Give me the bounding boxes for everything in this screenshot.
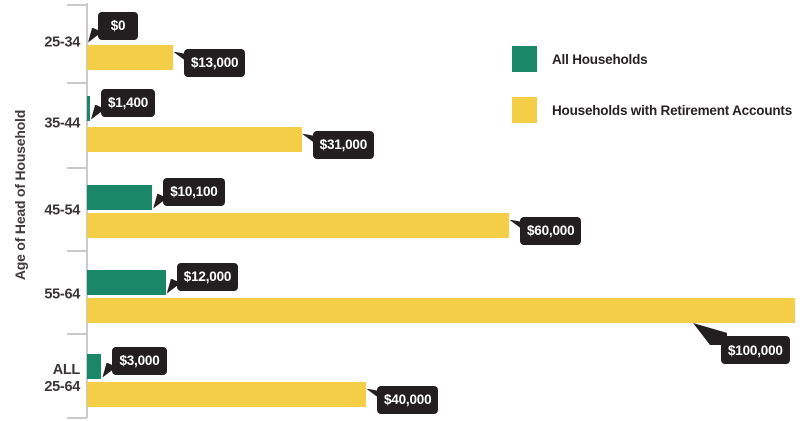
axis-tick bbox=[67, 333, 87, 335]
callout-pointer-icon bbox=[509, 219, 522, 230]
value-label: $3,000 bbox=[119, 353, 160, 368]
value-callout-retirement-25-34: $13,000 bbox=[172, 48, 246, 77]
value-label: $60,000 bbox=[527, 223, 575, 238]
axis-tick bbox=[67, 82, 87, 84]
category-label-all-25-64: ALL 25-64 bbox=[44, 362, 80, 395]
y-axis-title: Age of Head of Household bbox=[12, 109, 28, 281]
value-label: $100,000 bbox=[728, 342, 783, 358]
value-label: $31,000 bbox=[319, 137, 368, 152]
value-label: $1,400 bbox=[108, 95, 149, 110]
callout-pointer-icon bbox=[301, 133, 315, 144]
legend-item-retirement-accounts: Households with Retirement Accounts bbox=[512, 97, 792, 123]
bar-all-households-45-54 bbox=[87, 185, 153, 210]
value-label: $10,100 bbox=[170, 184, 218, 199]
legend-swatch-green bbox=[512, 46, 537, 72]
axis-tick bbox=[67, 167, 87, 169]
bar-retirement-35-44 bbox=[87, 127, 302, 152]
value-label: $13,000 bbox=[190, 55, 239, 70]
value-label: $40,000 bbox=[384, 392, 432, 407]
bar-all-households-all-25-64 bbox=[87, 354, 102, 379]
bar-retirement-45-54 bbox=[87, 213, 509, 238]
callout-pointer-icon bbox=[166, 278, 181, 294]
callout-pointer-icon bbox=[88, 27, 102, 43]
axis-tick bbox=[67, 417, 87, 419]
callout-pointer-icon bbox=[172, 51, 186, 62]
bar-retirement-25-34 bbox=[87, 45, 173, 70]
bar-all-households-55-64 bbox=[87, 270, 166, 295]
value-callout-retirement-35-44: $31,000 bbox=[301, 130, 375, 159]
legend-item-all-households: All Households bbox=[512, 46, 648, 72]
value-callout-retirement-all-25-64: $40,000 bbox=[366, 385, 439, 414]
value-callout-all-55-64: $12,000 bbox=[166, 262, 239, 294]
value-callout-retirement-55-64: $100,000 bbox=[693, 323, 790, 364]
axis-tick bbox=[67, 4, 87, 6]
value-callout-all-all-25-64: $3,000 bbox=[102, 346, 167, 378]
value-callout-all-25-34: $0 bbox=[88, 11, 138, 43]
callout-pointer-icon bbox=[91, 104, 105, 120]
y-axis-line bbox=[86, 3, 88, 418]
axis-tick bbox=[67, 250, 87, 252]
category-label-45-54: 45-54 bbox=[44, 202, 80, 219]
value-callout-all-35-44: $1,400 bbox=[91, 88, 156, 120]
value-callout-all-45-54: $10,100 bbox=[153, 177, 225, 209]
category-label-55-64: 55-64 bbox=[44, 286, 80, 303]
bar-retirement-55-64 bbox=[87, 298, 795, 323]
callout-pointer-icon bbox=[153, 193, 168, 209]
value-label: $12,000 bbox=[183, 269, 232, 284]
callout-pointer-icon bbox=[693, 323, 727, 345]
value-label: $0 bbox=[110, 18, 126, 33]
bar-retirement-all-25-64 bbox=[87, 382, 366, 407]
category-label-25-34: 25-34 bbox=[44, 34, 80, 51]
callout-pointer-icon bbox=[366, 388, 379, 399]
value-callout-retirement-45-54: $60,000 bbox=[509, 216, 582, 245]
legend-label: All Households bbox=[552, 51, 648, 67]
category-label-35-44: 35-44 bbox=[44, 115, 80, 132]
callout-pointer-icon bbox=[102, 362, 117, 378]
bar-all-households-35-44 bbox=[87, 96, 90, 121]
legend-label: Households with Retirement Accounts bbox=[552, 102, 793, 118]
legend-swatch-yellow bbox=[512, 97, 537, 123]
